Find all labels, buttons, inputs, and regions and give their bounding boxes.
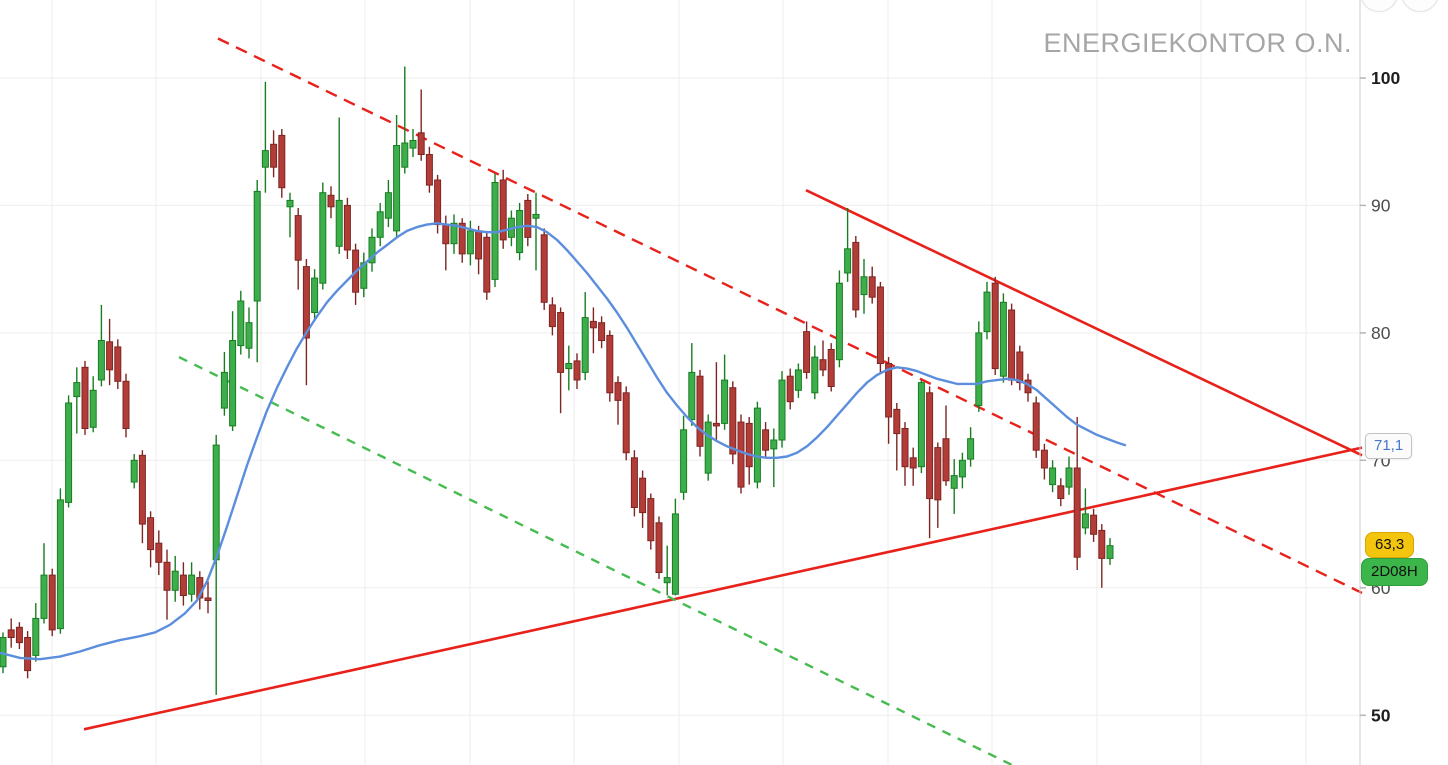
ma-value-badge: 71,1: [1365, 433, 1413, 460]
falling-resistance-line: [805, 189, 1363, 457]
gridlines: [0, 0, 1360, 765]
last-price-badge: 63,3: [1365, 531, 1415, 558]
price-axis-tick-label: 100: [1371, 68, 1400, 88]
price-axis-tick-label: 90: [1371, 195, 1391, 215]
instrument-title: ENERGIEKONTOR O.N.: [1043, 28, 1352, 58]
falling-channel-lower-dashed: [178, 356, 1013, 765]
falling-channel-upper-dashed: [217, 37, 1363, 594]
trendline-drawings[interactable]: [83, 37, 1363, 765]
price-axis-tick-label: 50: [1371, 705, 1391, 725]
price-axis-tick-label: 80: [1371, 323, 1391, 343]
moving-average-line: [0, 222, 1127, 661]
rising-support-line: [83, 446, 1363, 731]
candle-countdown-badge: 2D08H: [1361, 557, 1428, 586]
